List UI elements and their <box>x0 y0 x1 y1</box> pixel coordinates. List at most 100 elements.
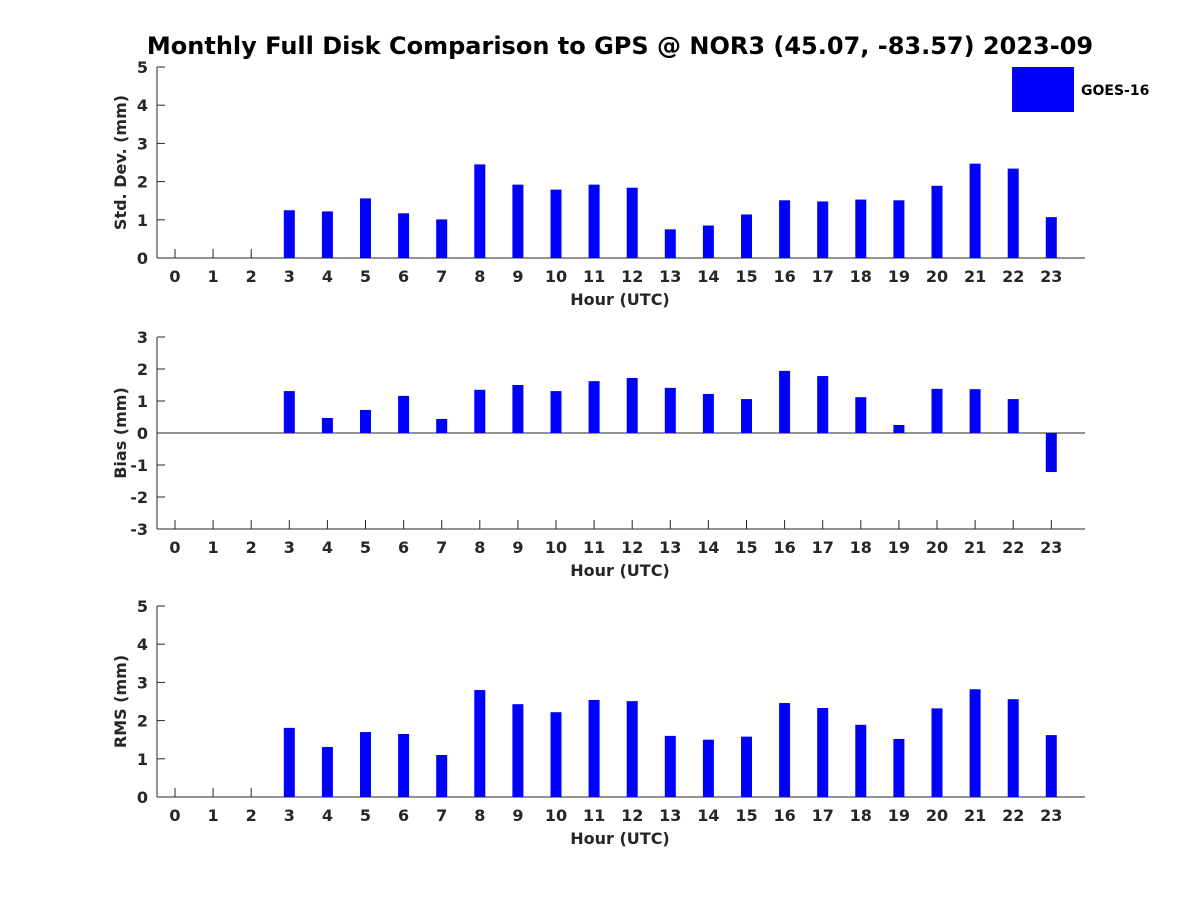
x-tick-label: 12 <box>621 538 643 557</box>
bar-hour-10 <box>550 189 562 258</box>
y-tick-label: 5 <box>137 58 148 77</box>
bar-hour-21 <box>969 163 981 258</box>
x-tick-label: 8 <box>474 538 485 557</box>
bar-hour-8 <box>474 389 486 433</box>
bar-hour-18 <box>855 397 867 433</box>
bar-hour-21 <box>969 689 981 797</box>
x-tick-label: 22 <box>1002 538 1024 557</box>
x-axis-label: Hour (UTC) <box>570 561 670 580</box>
x-tick-label: 4 <box>322 538 333 557</box>
x-tick-label: 22 <box>1002 806 1024 825</box>
x-tick-label: 12 <box>621 806 643 825</box>
bar-hour-6 <box>398 213 410 258</box>
bar-hour-20 <box>931 708 943 797</box>
bar-hour-19 <box>893 425 905 433</box>
chart-title: Monthly Full Disk Comparison to GPS @ NO… <box>147 32 1093 60</box>
y-tick-label: 0 <box>137 788 148 807</box>
x-tick-label: 23 <box>1040 806 1062 825</box>
x-tick-label: 20 <box>926 267 948 286</box>
x-tick-label: 19 <box>888 267 910 286</box>
bar-hour-7 <box>436 219 448 258</box>
legend: GOES-16 <box>1012 67 1149 112</box>
y-tick-label: -1 <box>130 456 148 475</box>
y-tick-label: 1 <box>137 750 148 769</box>
y-tick-label: -2 <box>130 488 148 507</box>
x-tick-label: 3 <box>284 806 295 825</box>
x-tick-label: 13 <box>659 806 681 825</box>
bar-hour-13 <box>664 229 676 258</box>
x-tick-label: 14 <box>697 538 719 557</box>
bar-hour-4 <box>321 746 333 797</box>
x-tick-label: 15 <box>735 538 757 557</box>
x-tick-label: 15 <box>735 267 757 286</box>
y-tick-label: 2 <box>137 173 148 192</box>
x-tick-label: 19 <box>888 806 910 825</box>
x-tick-label: 11 <box>583 806 605 825</box>
x-tick-label: 3 <box>284 538 295 557</box>
y-axis-label: Bias (mm) <box>111 387 130 479</box>
y-tick-label: 5 <box>137 597 148 616</box>
bar-hour-18 <box>855 724 867 797</box>
x-tick-label: 13 <box>659 267 681 286</box>
bar-hour-23 <box>1045 217 1057 258</box>
bar-hour-3 <box>283 727 295 797</box>
x-tick-label: 7 <box>436 806 447 825</box>
bar-hour-3 <box>283 210 295 258</box>
x-tick-label: 17 <box>812 538 834 557</box>
x-tick-label: 17 <box>812 267 834 286</box>
x-tick-label: 19 <box>888 538 910 557</box>
x-tick-label: 20 <box>926 538 948 557</box>
bar-hour-22 <box>1007 168 1019 258</box>
bar-hour-14 <box>702 739 714 797</box>
x-tick-label: 21 <box>964 267 986 286</box>
y-tick-label: -3 <box>130 520 148 539</box>
x-tick-label: 8 <box>474 806 485 825</box>
x-tick-label: 13 <box>659 538 681 557</box>
bar-hour-23 <box>1045 735 1057 797</box>
y-tick-label: 1 <box>137 211 148 230</box>
bar-hour-9 <box>512 184 524 258</box>
bar-hour-22 <box>1007 399 1019 433</box>
x-tick-label: 8 <box>474 267 485 286</box>
x-tick-label: 4 <box>322 806 333 825</box>
bar-hour-9 <box>512 385 524 433</box>
y-tick-label: 0 <box>137 424 148 443</box>
x-tick-label: 10 <box>545 267 567 286</box>
bar-hour-4 <box>321 211 333 258</box>
bar-hour-23 <box>1045 433 1057 473</box>
x-tick-label: 18 <box>850 806 872 825</box>
bar-hour-7 <box>436 418 448 433</box>
bar-hour-8 <box>474 164 486 258</box>
bar-hour-15 <box>741 399 752 433</box>
bar-hour-18 <box>855 199 867 258</box>
bar-hour-16 <box>779 370 791 433</box>
x-tick-label: 4 <box>322 267 333 286</box>
bar-hour-6 <box>398 733 410 797</box>
x-tick-label: 1 <box>208 538 219 557</box>
y-tick-label: 3 <box>137 134 148 153</box>
x-tick-label: 0 <box>169 267 180 286</box>
x-tick-label: 9 <box>512 267 523 286</box>
x-tick-label: 2 <box>246 806 257 825</box>
x-tick-label: 5 <box>360 538 371 557</box>
bar-hour-21 <box>969 389 981 433</box>
bar-hour-13 <box>664 735 676 797</box>
x-axis-label: Hour (UTC) <box>570 290 670 309</box>
x-tick-label: 18 <box>850 267 872 286</box>
bar-hour-16 <box>779 703 791 797</box>
x-tick-label: 23 <box>1040 267 1062 286</box>
x-tick-label: 6 <box>398 267 409 286</box>
bar-hour-12 <box>626 187 638 258</box>
bar-hour-17 <box>817 707 829 797</box>
y-tick-label: 2 <box>137 360 148 379</box>
bar-hour-7 <box>436 754 448 797</box>
bar-hour-5 <box>360 409 371 433</box>
y-tick-label: 3 <box>137 328 148 347</box>
bar-hour-14 <box>702 225 714 258</box>
bar-hour-12 <box>626 701 638 797</box>
x-tick-label: 5 <box>360 267 371 286</box>
x-tick-label: 7 <box>436 538 447 557</box>
bar-hour-20 <box>931 185 943 258</box>
y-tick-label: 0 <box>137 249 148 268</box>
